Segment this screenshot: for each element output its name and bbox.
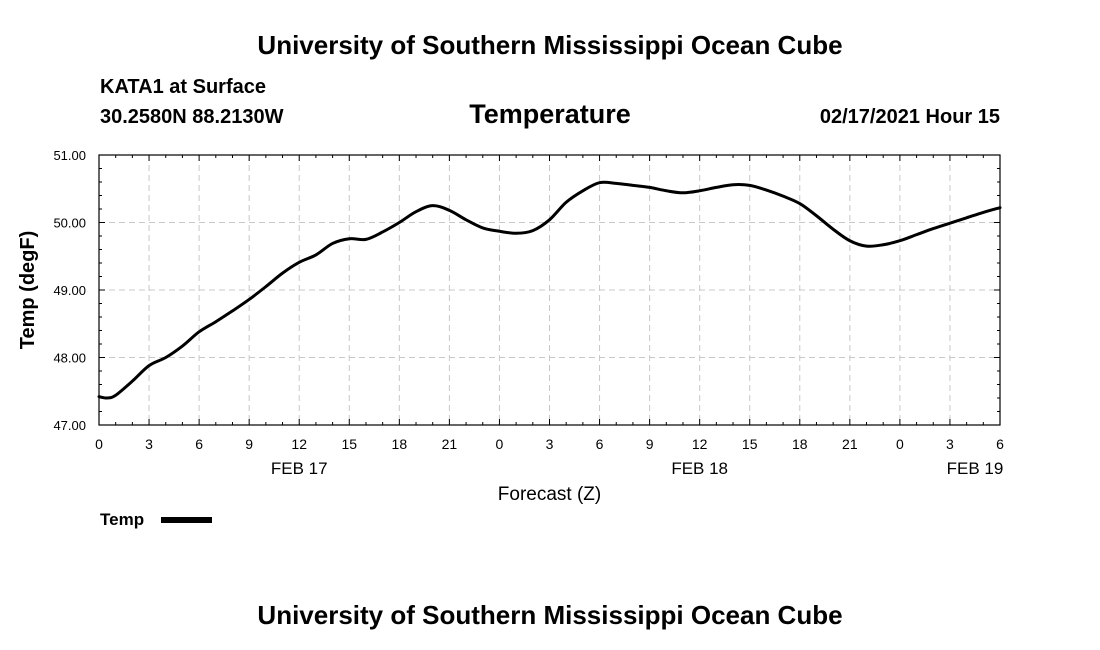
x-tick-label: 0 <box>896 436 904 452</box>
y-tick-label: 51.00 <box>53 148 86 163</box>
label-layer: 0 3 6 9 12 15 18 21 0 3 6 9 12 15 18 21 0 3 6 47.00 48.00 49.… <box>17 148 1004 505</box>
x-tick-label: 9 <box>245 436 253 452</box>
top-banner-title: University of Southern Mississippi Ocean… <box>257 30 843 60</box>
series-layer <box>97 180 1002 400</box>
x-tick-label: 3 <box>946 436 954 452</box>
bottom-banner-title: University of Southern Mississippi Ocean… <box>257 600 843 630</box>
legend-label: Temp <box>100 510 145 529</box>
x-tick-label: 3 <box>145 436 153 452</box>
x-tick-label: 9 <box>646 436 654 452</box>
plot-frame <box>98 154 1001 426</box>
chart-title: Temperature <box>469 99 631 129</box>
grid-layer <box>99 155 1000 425</box>
x-tick-label: 12 <box>291 436 307 452</box>
x-tick-label: 15 <box>341 436 357 452</box>
y-tick-label: 47.00 <box>53 418 86 433</box>
axis-layer <box>98 154 1001 426</box>
x-tick-label: 6 <box>996 436 1004 452</box>
y-tick-label: 48.00 <box>53 351 86 366</box>
y-axis-title: Temp (degF) <box>17 231 39 350</box>
temp-series-line <box>97 180 1002 400</box>
station-label: KATA1 at Surface <box>100 76 266 98</box>
day-label: FEB 17 <box>271 459 328 478</box>
day-label: FEB 19 <box>947 459 1004 478</box>
x-tick-label: 21 <box>442 436 458 452</box>
x-tick-label: 18 <box>392 436 408 452</box>
x-tick-label: 18 <box>792 436 808 452</box>
x-tick-label: 0 <box>496 436 504 452</box>
x-tick-label: 12 <box>692 436 708 452</box>
legend-line-swatch <box>161 517 212 523</box>
x-axis-title: Forecast (Z) <box>498 484 601 505</box>
day-label: FEB 18 <box>671 459 728 478</box>
coordinates-label: 30.2580N 88.2130W <box>100 106 284 128</box>
x-tick-label: 21 <box>842 436 858 452</box>
x-tick-label: 6 <box>596 436 604 452</box>
y-tick-label: 50.00 <box>53 216 86 231</box>
x-tick-label: 15 <box>742 436 758 452</box>
x-tick-label: 3 <box>546 436 554 452</box>
x-tick-label: 6 <box>195 436 203 452</box>
x-tick-label: 0 <box>95 436 103 452</box>
timestamp-label: 02/17/2021 Hour 15 <box>819 106 1000 128</box>
y-tick-label: 49.00 <box>53 283 86 298</box>
